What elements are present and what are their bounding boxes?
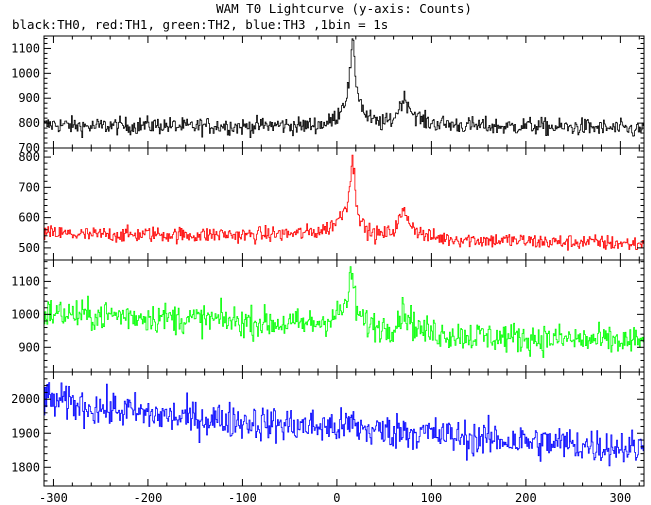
x-axis: -300 -200 -100 0 100 200 300 <box>39 491 631 505</box>
chart-title: WAM T0 Lightcurve (y-axis: Counts) <box>216 1 472 16</box>
series-th1-line <box>44 154 644 251</box>
y-tick-label: 1000 <box>11 307 40 321</box>
x-tick-label: -100 <box>228 491 257 505</box>
panel-th0: 700 800 900 1000 1100 <box>11 35 645 155</box>
y-tick-label: 2000 <box>11 392 40 406</box>
y-tick-label: 1800 <box>11 460 40 474</box>
panel-frame <box>43 147 645 261</box>
panel-frame <box>43 371 645 487</box>
y-tick-label: 700 <box>18 180 40 194</box>
y-tick-label: 1100 <box>11 274 40 288</box>
y-tick-label: 500 <box>18 241 40 255</box>
x-tick-label: -200 <box>133 491 162 505</box>
panels-group: 7008009001000110050060070080090010001100… <box>11 35 645 487</box>
y-tick-label: 800 <box>18 150 40 164</box>
x-tick-label: 300 <box>610 491 632 505</box>
y-tick-label: 1000 <box>11 66 40 80</box>
y-tick-label: 700 <box>18 141 40 155</box>
y-tick-label: 1100 <box>11 41 40 55</box>
y-tick-label: 600 <box>18 211 40 225</box>
y-tick-label: 800 <box>18 116 40 130</box>
y-tick-label: 900 <box>18 340 40 354</box>
x-tick-label: 0 <box>333 491 340 505</box>
panel-th2: 900 1000 1100 <box>11 259 645 373</box>
chart-subtitle: black:TH0, red:TH1, green:TH2, blue:TH3 … <box>12 17 388 32</box>
x-tick-label: 200 <box>515 491 537 505</box>
x-tick-label: -300 <box>39 491 68 505</box>
panel-th3: 1800 1900 2000 <box>11 371 645 487</box>
x-tick-label: 100 <box>421 491 443 505</box>
y-tick-label: 1900 <box>11 426 40 440</box>
y-tick-label: 900 <box>18 91 40 105</box>
panel-th1: 500 600 700 800 <box>18 147 645 261</box>
series-th0-line <box>44 38 644 138</box>
series-th2-line <box>44 266 644 358</box>
series-th3-line <box>44 382 644 467</box>
